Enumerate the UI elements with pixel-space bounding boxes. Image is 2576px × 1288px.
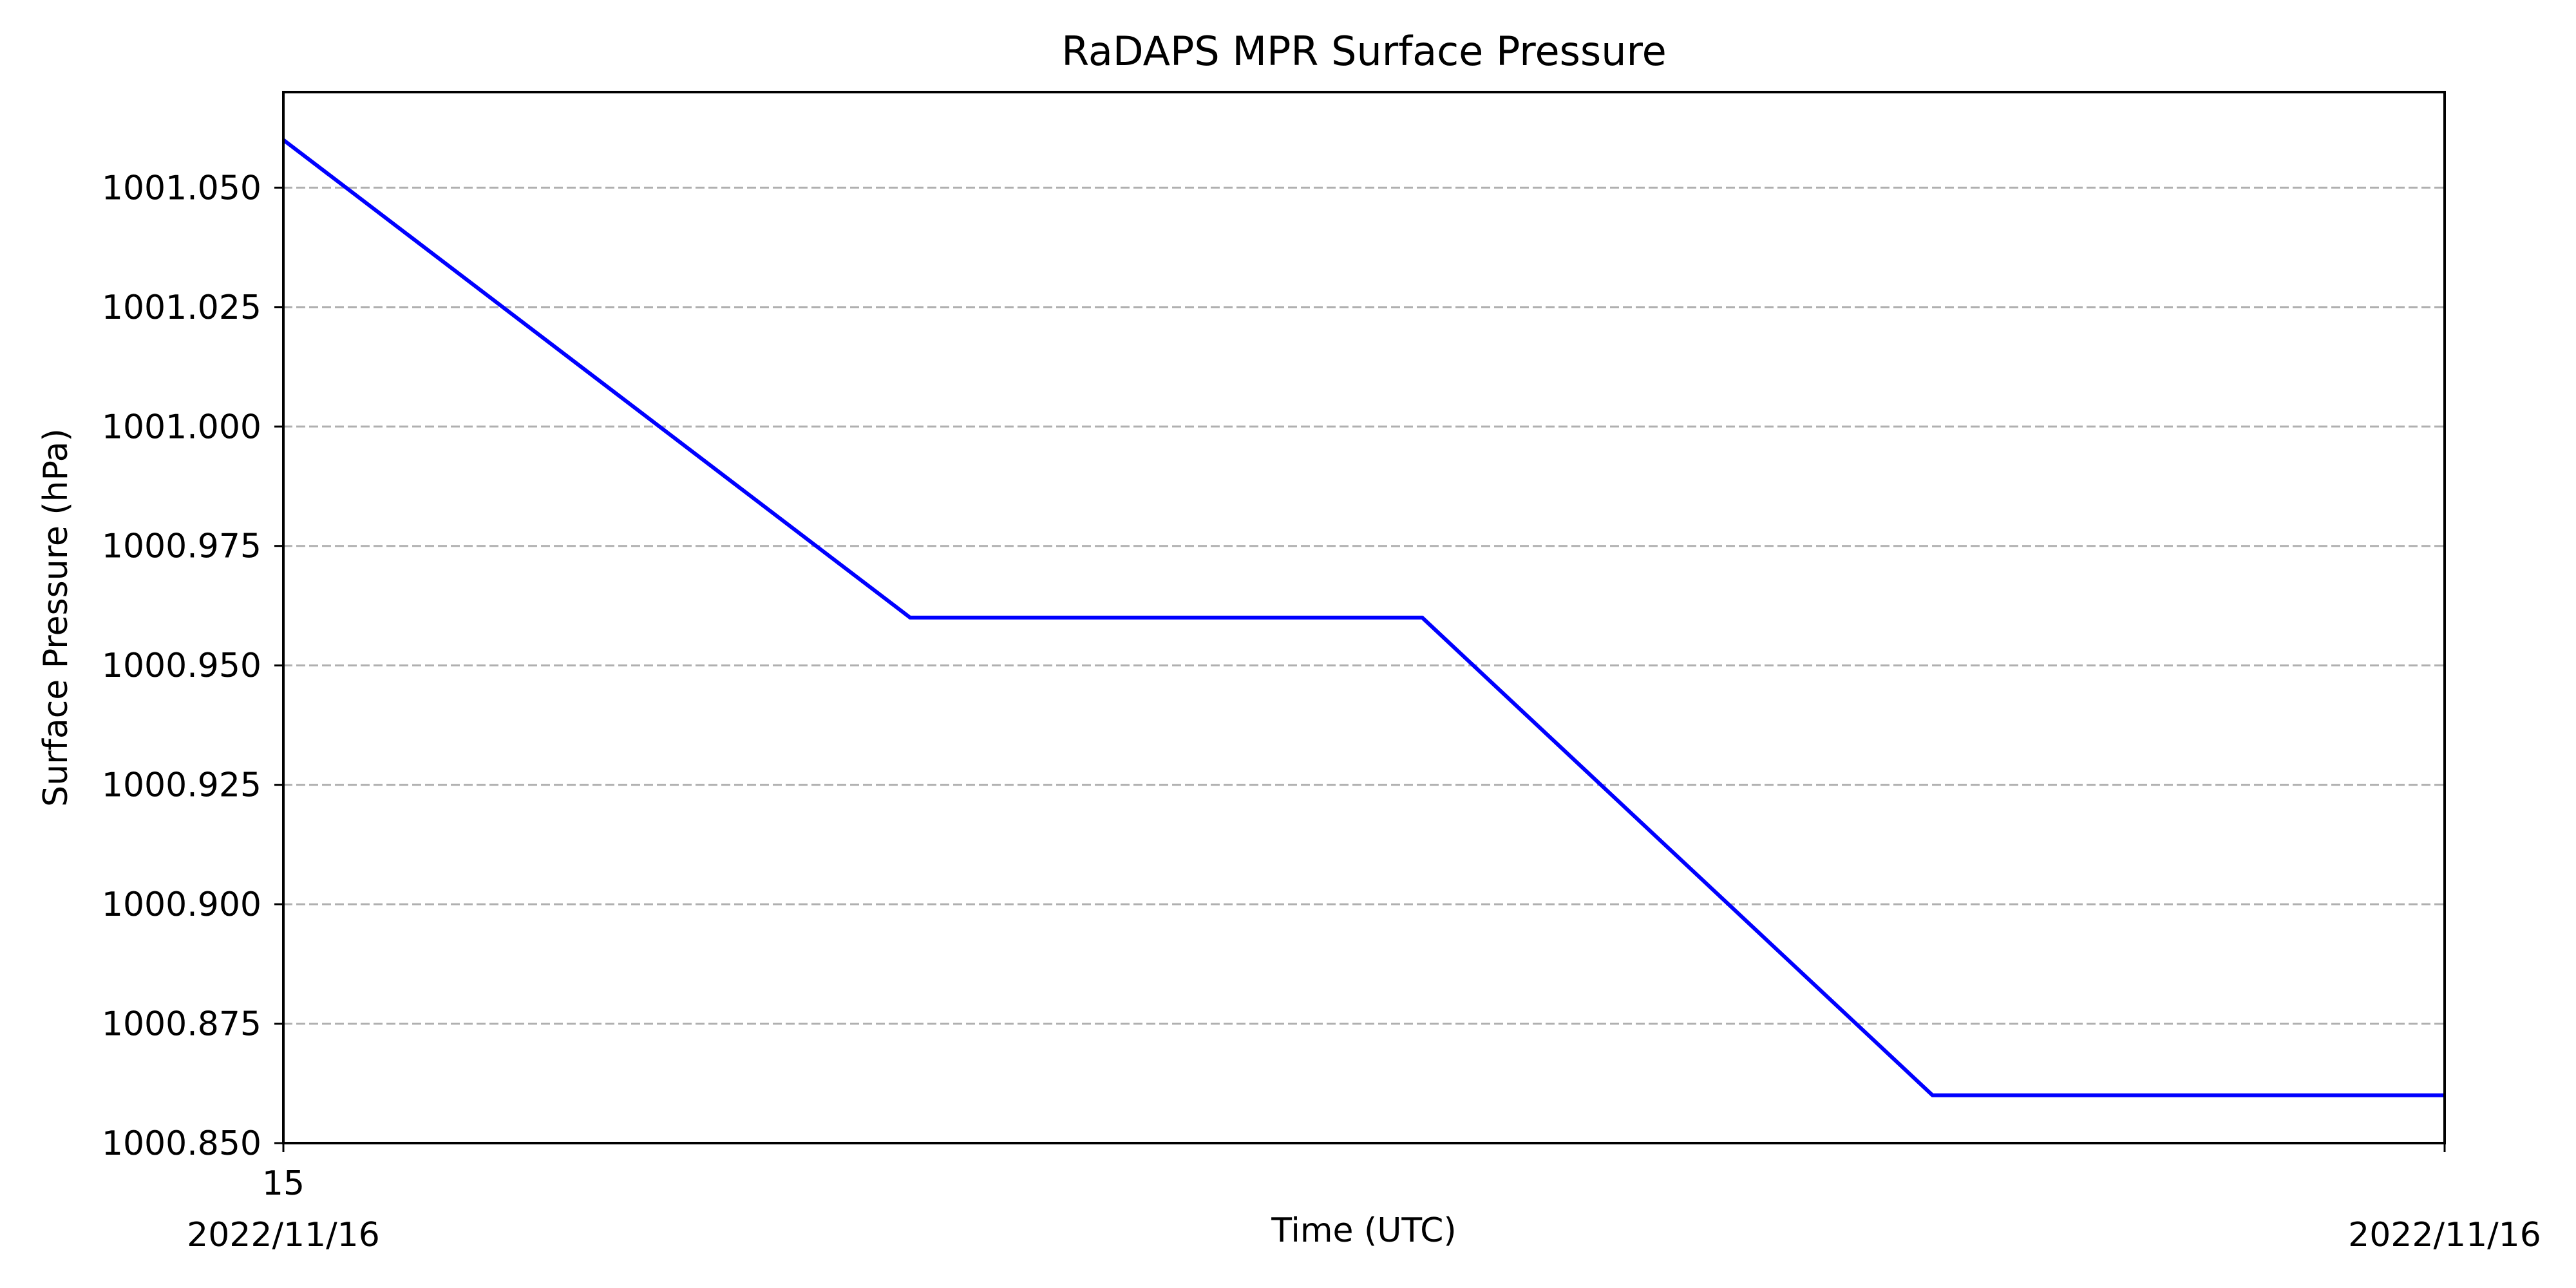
y-tick-label: 1000.850 [102,1124,261,1163]
y-tick-label: 1000.875 [102,1005,261,1044]
x-axis-label: Time (UTC) [1271,1211,1456,1250]
y-tick-label: 1000.900 [102,886,261,924]
y-axis-ticks: 1000.850 1000.875 1000.900 1000.925 1000.950… [102,169,283,1163]
y-tick-label: 1000.925 [102,766,261,805]
x-axis-ticks: 15 2022/11/16 2022/11/16 [187,1143,2541,1255]
chart-title: RaDAPS MPR Surface Pressure [1061,28,1667,75]
x-tick-label: 15 [262,1164,305,1203]
series-line [282,138,2445,1097]
x-tick-label: 2022/11/16 [2348,1216,2541,1255]
x-tick-label: 2022/11/16 [187,1216,380,1255]
y-tick-label: 1000.950 [102,647,261,685]
y-axis-label: Surface Pressure (hPa) [37,428,75,807]
plot-frame [282,91,2446,1144]
data-series [282,138,2445,1097]
y-tick-label: 1001.025 [102,289,261,327]
y-tick-label: 1001.000 [102,408,261,446]
y-tick-label: 1001.050 [102,169,261,207]
y-tick-label: 1000.975 [102,527,261,566]
